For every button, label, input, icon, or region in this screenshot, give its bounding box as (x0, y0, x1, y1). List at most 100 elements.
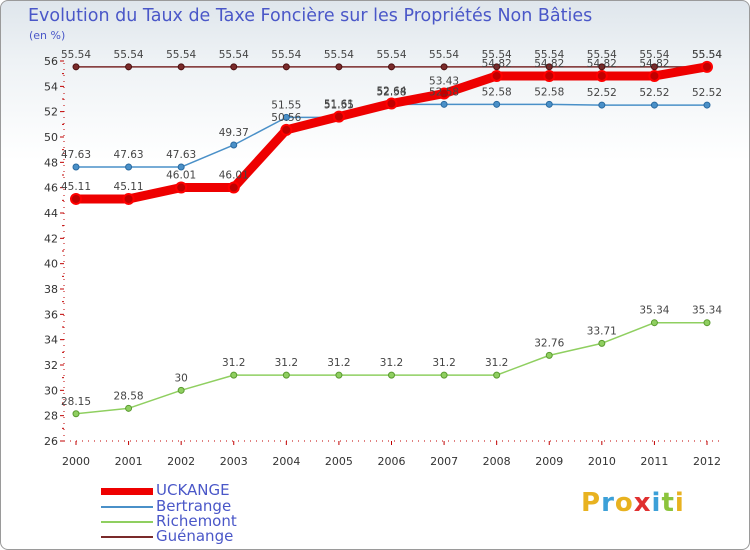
data-label: 55.54 (692, 49, 722, 61)
x-tick-label: 2002 (167, 455, 195, 468)
data-point (440, 371, 448, 379)
data-point (385, 97, 398, 110)
data-point (545, 100, 553, 108)
x-tick-label: 2012 (693, 455, 721, 468)
y-tick-label: 36 (44, 308, 58, 321)
y-tick-label: 38 (44, 283, 58, 296)
data-point (543, 69, 556, 82)
data-label: 31.2 (432, 357, 455, 369)
data-point (72, 63, 80, 71)
data-label: 45.11 (114, 181, 144, 193)
data-label: 52.58 (482, 86, 512, 98)
data-label: 52.52 (692, 87, 722, 99)
x-tick-label: 2009 (535, 455, 563, 468)
data-point (648, 69, 661, 82)
data-point (335, 371, 343, 379)
data-label: 28.58 (114, 390, 144, 402)
data-label: 47.63 (166, 149, 196, 161)
data-point (701, 60, 713, 73)
y-tick-label: 32 (44, 359, 58, 372)
x-tick-label: 2003 (220, 455, 248, 468)
legend-label: Bertrange (156, 497, 232, 515)
data-point (545, 63, 553, 71)
data-point (125, 163, 133, 171)
y-tick-label: 26 (44, 435, 58, 448)
x-tick-label: 2007 (430, 455, 458, 468)
data-label: 35.34 (639, 305, 669, 317)
data-point (438, 87, 451, 100)
data-label: 46.01 (166, 170, 196, 182)
data-point (125, 63, 133, 71)
data-point (122, 192, 135, 205)
data-label: 55.54 (534, 49, 564, 61)
data-label: 51.55 (271, 99, 301, 111)
data-label: 55.54 (587, 49, 617, 61)
data-point (598, 63, 606, 71)
data-label: 31.2 (380, 357, 403, 369)
data-label: 55.54 (376, 49, 406, 61)
data-point (493, 100, 501, 108)
x-tick-label: 2011 (640, 455, 668, 468)
data-point (230, 63, 238, 71)
y-tick-label: 30 (44, 384, 58, 397)
data-point (282, 371, 290, 379)
y-tick-label: 54 (44, 80, 58, 93)
legend-swatch (101, 536, 153, 538)
data-label: 55.54 (429, 49, 459, 61)
data-label: 49.37 (219, 127, 249, 139)
data-label: 46.01 (219, 170, 249, 182)
data-label: 33.71 (587, 325, 617, 337)
data-label: 35.34 (692, 305, 722, 317)
data-point (703, 319, 711, 327)
y-axis-unit: (en %) (29, 29, 66, 42)
logo-letter: P (581, 488, 602, 518)
legend-swatch (101, 521, 153, 523)
y-tick-label: 52 (44, 106, 58, 119)
data-point (230, 141, 238, 149)
data-label: 55.54 (61, 49, 91, 61)
data-label: 32.76 (534, 337, 564, 349)
data-label: 51.55 (324, 99, 354, 111)
data-point (545, 351, 553, 359)
data-label: 47.63 (114, 149, 144, 161)
data-point (440, 100, 448, 108)
y-tick-label: 34 (44, 334, 58, 347)
data-point (177, 386, 185, 394)
data-point (70, 192, 82, 205)
data-point (72, 410, 80, 418)
data-label: 55.54 (271, 49, 301, 61)
data-point (335, 63, 343, 71)
data-point (598, 339, 606, 347)
data-label: 55.54 (219, 49, 249, 61)
data-label: 31.2 (327, 357, 350, 369)
data-point (595, 69, 608, 82)
data-label: 55.54 (482, 49, 512, 61)
data-label: 47.63 (61, 149, 91, 161)
legend-label: Richemont (156, 512, 237, 530)
data-point (282, 113, 290, 121)
y-tick-label: 28 (44, 410, 58, 423)
data-label: 51.61 (324, 99, 354, 111)
data-point (227, 181, 240, 194)
y-tick-label: 46 (44, 182, 58, 195)
data-point (703, 101, 711, 109)
data-point (280, 123, 293, 136)
logo-letter: i (651, 488, 662, 518)
logo-letter: o (614, 488, 634, 518)
data-point (440, 63, 448, 71)
data-point (388, 371, 395, 379)
data-point (650, 319, 658, 327)
data-label: 52.52 (639, 87, 669, 99)
data-point (177, 63, 185, 71)
data-point (72, 163, 80, 171)
logo-letter: r (601, 488, 615, 518)
x-tick-label: 2005 (325, 455, 353, 468)
data-point (332, 110, 345, 123)
y-tick-label: 56 (44, 55, 58, 68)
chart-title: Evolution du Taux de Taxe Foncière sur l… (28, 6, 593, 26)
x-tick-label: 2008 (483, 455, 511, 468)
data-label: 54.82 (587, 58, 617, 70)
legend-swatch (101, 506, 153, 508)
data-point (493, 63, 501, 71)
